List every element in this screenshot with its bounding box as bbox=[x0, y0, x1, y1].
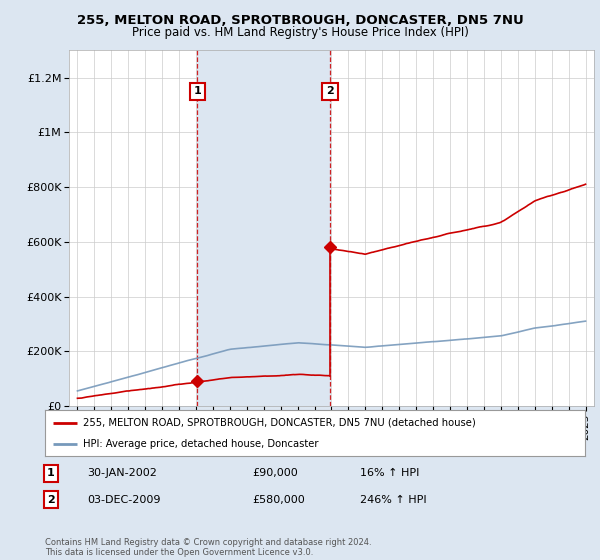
Text: 1: 1 bbox=[193, 86, 201, 96]
Text: 255, MELTON ROAD, SPROTBROUGH, DONCASTER, DN5 7NU (detached house): 255, MELTON ROAD, SPROTBROUGH, DONCASTER… bbox=[83, 418, 476, 428]
Text: 2: 2 bbox=[47, 494, 55, 505]
Text: £90,000: £90,000 bbox=[252, 468, 298, 478]
Bar bbox=[197, 50, 330, 406]
Text: HPI: Average price, detached house, Doncaster: HPI: Average price, detached house, Donc… bbox=[83, 439, 319, 449]
Text: 1: 1 bbox=[47, 468, 55, 478]
Text: 16% ↑ HPI: 16% ↑ HPI bbox=[360, 468, 419, 478]
Text: Contains HM Land Registry data © Crown copyright and database right 2024.
This d: Contains HM Land Registry data © Crown c… bbox=[45, 538, 371, 557]
Text: £580,000: £580,000 bbox=[252, 494, 305, 505]
Text: 03-DEC-2009: 03-DEC-2009 bbox=[87, 494, 161, 505]
Text: Price paid vs. HM Land Registry's House Price Index (HPI): Price paid vs. HM Land Registry's House … bbox=[131, 26, 469, 39]
Text: 2: 2 bbox=[326, 86, 334, 96]
Text: 255, MELTON ROAD, SPROTBROUGH, DONCASTER, DN5 7NU: 255, MELTON ROAD, SPROTBROUGH, DONCASTER… bbox=[77, 14, 523, 27]
Text: 30-JAN-2002: 30-JAN-2002 bbox=[87, 468, 157, 478]
Text: 246% ↑ HPI: 246% ↑ HPI bbox=[360, 494, 427, 505]
